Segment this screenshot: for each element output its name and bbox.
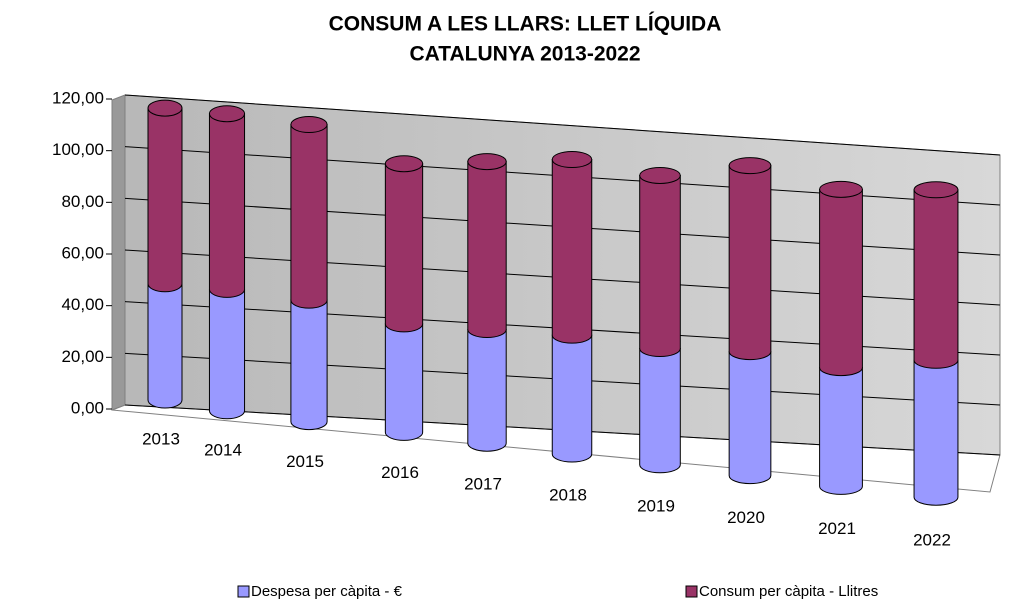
- bar-segment: [913, 189, 959, 369]
- x-tick-label: 2017: [464, 474, 502, 493]
- bar-segment: [551, 334, 593, 463]
- x-tick-label: 2019: [637, 497, 675, 516]
- bar-cap: [819, 180, 863, 198]
- grid-line: [124, 94, 1001, 156]
- y-tick-label: 60,00: [61, 243, 104, 262]
- bar-segment: [208, 113, 246, 298]
- legend-swatch: [237, 585, 250, 598]
- chart-title: CATALUNYA 2013-2022: [409, 43, 640, 66]
- bar-segment: [147, 107, 183, 293]
- legend-swatch: [685, 585, 698, 598]
- bar-segment: [639, 174, 681, 358]
- bar-segment: [384, 163, 424, 333]
- x-tick-label: 2020: [727, 508, 765, 527]
- bar-cap: [913, 181, 959, 199]
- bar-segment: [728, 165, 772, 361]
- bar-cap: [290, 116, 328, 134]
- x-tick-label: 2016: [381, 463, 419, 482]
- bar-segment: [384, 323, 424, 441]
- y-tick-label: 120,00: [52, 88, 104, 107]
- x-tick-label: 2018: [549, 485, 587, 504]
- bar-segment: [913, 359, 959, 506]
- y-tick-label: 100,00: [52, 140, 104, 159]
- y-tick-label: 80,00: [61, 192, 104, 211]
- x-tick-label: 2014: [204, 441, 242, 460]
- bar-cap: [147, 99, 183, 117]
- bar-segment: [551, 159, 593, 344]
- bar-segment: [467, 329, 507, 452]
- x-tick-label: 2015: [286, 452, 324, 471]
- side-wall: [111, 94, 126, 411]
- x-tick-label: 2013: [142, 429, 180, 448]
- bar-segment: [728, 351, 772, 485]
- x-tick-label: 2022: [913, 530, 951, 549]
- bar-segment: [467, 161, 507, 338]
- bar-cap: [208, 105, 246, 123]
- x-tick-label: 2021: [818, 519, 856, 538]
- bar-segment: [290, 124, 328, 309]
- legend-label: Consum per càpita - Llitres: [699, 583, 878, 600]
- y-tick-label: 40,00: [61, 295, 104, 314]
- y-tick-label: 20,00: [61, 347, 104, 366]
- bar-cap: [467, 153, 507, 171]
- bar-segment: [639, 348, 681, 474]
- bar-cap: [639, 166, 681, 184]
- bar-segment: [819, 367, 863, 495]
- bar-segment: [208, 288, 246, 420]
- chart-title: CONSUM A LES LLARS: LLET LÍQUIDA: [329, 13, 722, 36]
- bar-cap: [551, 151, 593, 168]
- bar-segment: [147, 283, 183, 409]
- legend-label: Despesa per càpita - €: [251, 583, 403, 600]
- bar-cap: [728, 157, 772, 175]
- bar-segment: [819, 188, 863, 377]
- bar-segment: [290, 299, 328, 431]
- bar-cap: [384, 155, 424, 173]
- y-tick-label: 0,00: [71, 398, 104, 417]
